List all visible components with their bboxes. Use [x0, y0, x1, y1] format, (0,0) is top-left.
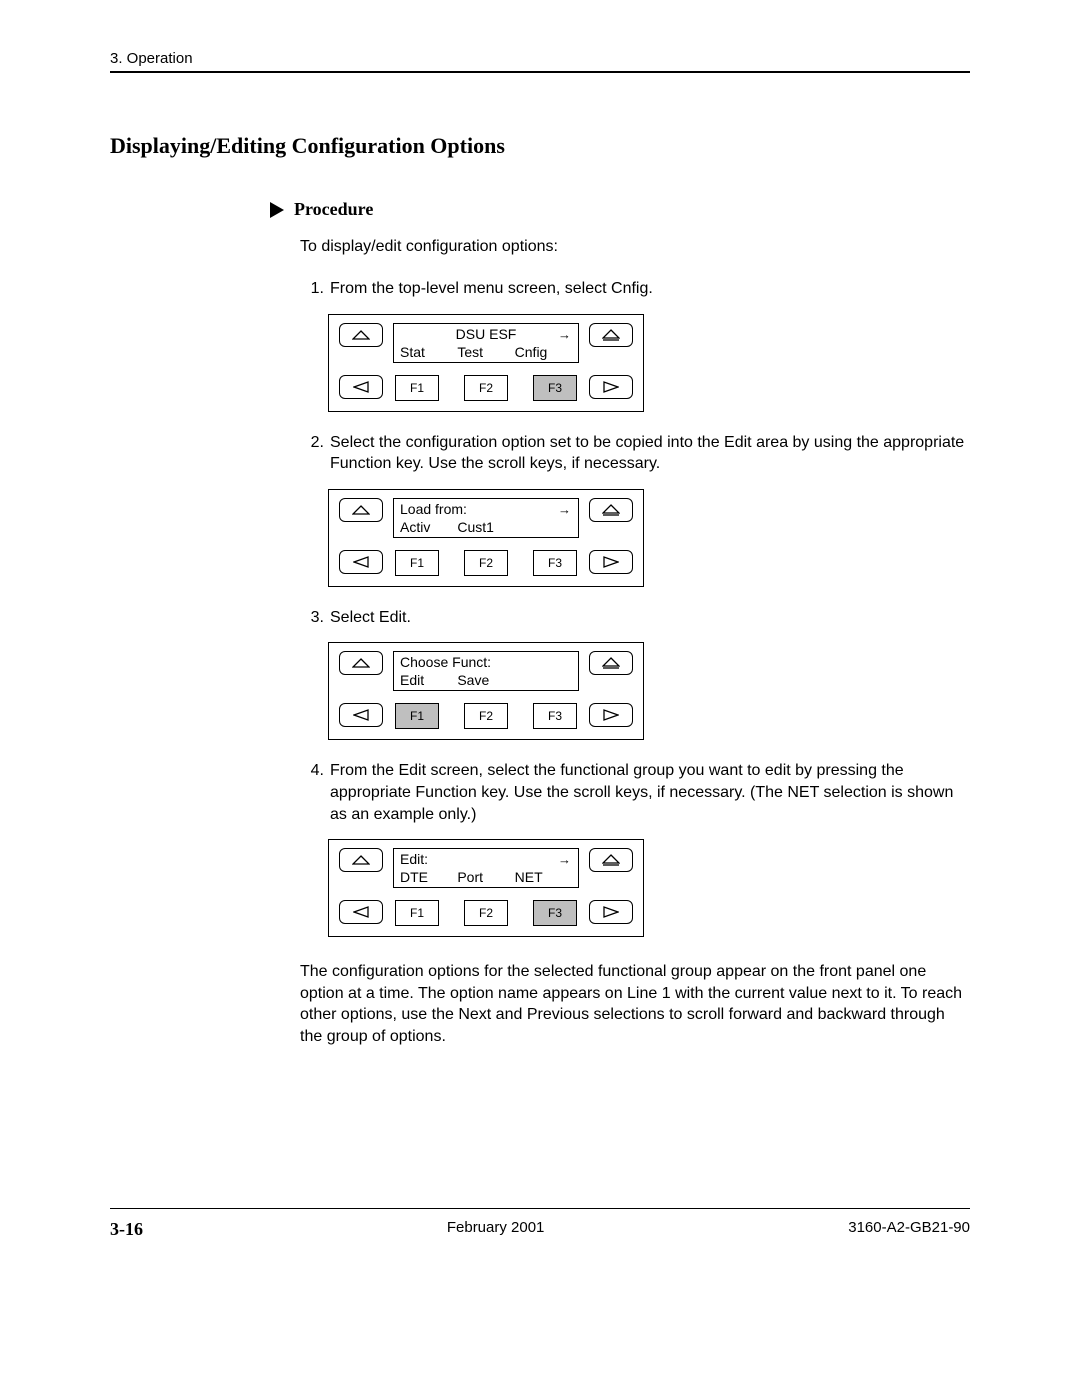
f3-key[interactable]: F3: [533, 550, 577, 576]
section-title: Displaying/Editing Configuration Options: [110, 133, 970, 159]
footer-date: February 2001: [447, 1219, 545, 1240]
lcd-line1: Choose Funct:: [400, 654, 572, 670]
right-button[interactable]: [589, 703, 633, 727]
step-block: 4. From the Edit screen, select the func…: [300, 760, 970, 937]
step: 2. Select the configuration option set t…: [300, 432, 970, 475]
step: 3. Select Edit.: [300, 607, 970, 629]
right-button[interactable]: [589, 375, 633, 399]
scroll-right-arrow-icon: →: [558, 327, 570, 342]
footer-docnum: 3160-A2-GB21-90: [848, 1219, 970, 1240]
left-button[interactable]: [339, 375, 383, 399]
lcd-display: DSU ESF → Stat Test Cnfig: [393, 323, 579, 363]
lcd-line1: Edit: →: [400, 851, 572, 867]
step: 4. From the Edit screen, select the func…: [300, 760, 970, 825]
up-button[interactable]: [339, 323, 383, 347]
left-button[interactable]: [339, 900, 383, 924]
lcd-line2: Edit Save: [400, 672, 572, 688]
up-button[interactable]: [339, 651, 383, 675]
procedure-heading: Procedure: [294, 199, 373, 220]
procedure-heading-row: Procedure: [270, 199, 970, 220]
f3-key[interactable]: F3: [533, 900, 577, 926]
panel-wrap: Load from: → Activ Cust1: [328, 489, 970, 587]
home-button[interactable]: [589, 848, 633, 872]
running-header: 3. Operation: [110, 50, 970, 73]
panel-wrap: DSU ESF → Stat Test Cnfig: [328, 314, 970, 412]
lcd-line1: Load from: →: [400, 501, 572, 517]
f2-key[interactable]: F2: [464, 550, 508, 576]
f2-key[interactable]: F2: [464, 703, 508, 729]
device-panel: Load from: → Activ Cust1: [328, 489, 644, 587]
step-number: 2.: [300, 432, 324, 475]
page-number: 3-16: [110, 1219, 143, 1240]
step-text: From the Edit screen, select the functio…: [330, 760, 970, 825]
lcd-display: Edit: → DTE Port NET: [393, 848, 579, 888]
home-button[interactable]: [589, 651, 633, 675]
step: 1. From the top-level menu screen, selec…: [300, 278, 970, 300]
lcd-display: Choose Funct: Edit Save: [393, 651, 579, 691]
device-panel: DSU ESF → Stat Test Cnfig: [328, 314, 644, 412]
step-text: From the top-level menu screen, select C…: [330, 278, 970, 300]
home-button[interactable]: [589, 323, 633, 347]
function-keys: F1 F2 F3: [393, 375, 579, 401]
lcd-line2: Stat Test Cnfig: [400, 344, 572, 360]
step-block: 1. From the top-level menu screen, selec…: [300, 278, 970, 412]
scroll-right-arrow-icon: →: [558, 852, 570, 867]
lcd-line1: DSU ESF →: [400, 326, 572, 342]
lcd-line2: DTE Port NET: [400, 869, 572, 885]
device-panel: Edit: → DTE Port NET: [328, 839, 644, 937]
function-keys: F1 F2 F3: [393, 550, 579, 576]
step-number: 3.: [300, 607, 324, 629]
play-triangle-icon: [270, 202, 284, 218]
step-number: 4.: [300, 760, 324, 825]
device-panel: Choose Funct: Edit Save: [328, 642, 644, 740]
right-button[interactable]: [589, 900, 633, 924]
f1-key[interactable]: F1: [395, 550, 439, 576]
scroll-right-arrow-icon: →: [558, 502, 570, 517]
function-keys: F1 F2 F3: [393, 703, 579, 729]
step-block: 3. Select Edit. Choose Funct: Edit Save: [300, 607, 970, 741]
left-button[interactable]: [339, 550, 383, 574]
up-button[interactable]: [339, 498, 383, 522]
closing-paragraph: The configuration options for the select…: [300, 961, 970, 1047]
up-button[interactable]: [339, 848, 383, 872]
lcd-line2: Activ Cust1: [400, 519, 572, 535]
left-button[interactable]: [339, 703, 383, 727]
step-text: Select the configuration option set to b…: [330, 432, 970, 475]
f2-key[interactable]: F2: [464, 375, 508, 401]
home-button[interactable]: [589, 498, 633, 522]
step-number: 1.: [300, 278, 324, 300]
function-keys: F1 F2 F3: [393, 900, 579, 926]
panel-wrap: Choose Funct: Edit Save: [328, 642, 970, 740]
intro-text: To display/edit configuration options:: [300, 238, 970, 256]
lcd-display: Load from: → Activ Cust1: [393, 498, 579, 538]
f3-key[interactable]: F3: [533, 375, 577, 401]
f3-key[interactable]: F3: [533, 703, 577, 729]
f2-key[interactable]: F2: [464, 900, 508, 926]
f1-key[interactable]: F1: [395, 375, 439, 401]
right-button[interactable]: [589, 550, 633, 574]
f1-key[interactable]: F1: [395, 900, 439, 926]
f1-key[interactable]: F1: [395, 703, 439, 729]
step-text: Select Edit.: [330, 607, 970, 629]
step-block: 2. Select the configuration option set t…: [300, 432, 970, 587]
page-footer: 3-16 February 2001 3160-A2-GB21-90: [110, 1208, 970, 1240]
page: 3. Operation Displaying/Editing Configur…: [0, 0, 1080, 1270]
panel-wrap: Edit: → DTE Port NET: [328, 839, 970, 937]
